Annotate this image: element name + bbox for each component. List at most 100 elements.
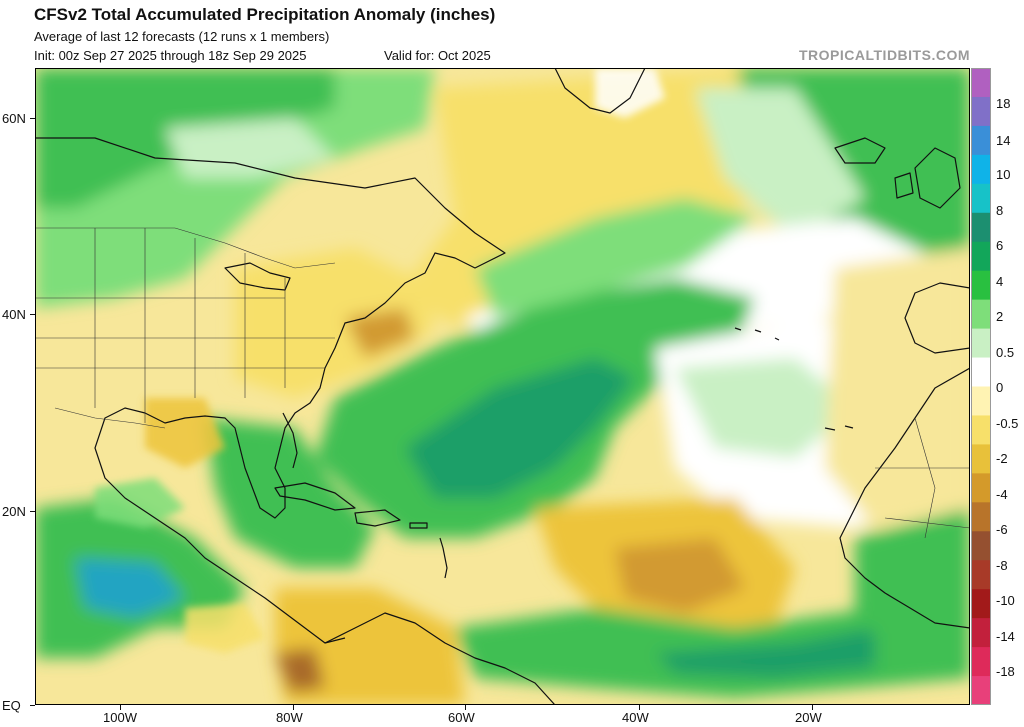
brand-watermark: TROPICALTIDBITS.COM bbox=[798, 47, 970, 63]
coastline-azores bbox=[734, 327, 780, 341]
neutral-area-greenland-sea bbox=[595, 68, 665, 118]
coastline-ireland bbox=[894, 172, 914, 199]
legend-swatch bbox=[971, 212, 991, 243]
coastline-south-america bbox=[324, 612, 556, 705]
coastline-puerto-rico bbox=[409, 522, 428, 529]
legend-swatch bbox=[971, 241, 991, 272]
lon-label-100w: 100W bbox=[103, 710, 137, 725]
coastline-lesser-antilles bbox=[439, 537, 448, 579]
dry-area-sahara bbox=[825, 248, 970, 528]
drier-core-us-east bbox=[345, 308, 415, 358]
legend-swatch bbox=[971, 183, 991, 214]
coastline-florida bbox=[282, 412, 298, 469]
legend-swatch bbox=[971, 357, 991, 387]
coastline-greenland bbox=[554, 68, 646, 114]
legend-swatch bbox=[971, 502, 991, 532]
border-us-mexico bbox=[54, 407, 166, 429]
neutral-band-north bbox=[695, 88, 865, 238]
dry-area-northern-south-america bbox=[275, 588, 465, 705]
lat-label-eq: EQ bbox=[2, 698, 21, 713]
legend-colorbar bbox=[971, 68, 991, 705]
border-africa-countries bbox=[875, 417, 970, 539]
drier-core-subtropical-atlantic bbox=[615, 538, 745, 613]
map-frame bbox=[35, 68, 970, 705]
legend-label: -18 bbox=[996, 664, 1015, 679]
legend-swatch bbox=[971, 618, 991, 648]
border-us-canada bbox=[35, 227, 336, 269]
coastline-great-lakes bbox=[224, 262, 291, 291]
lon-label-20w: 20W bbox=[795, 710, 822, 725]
lat-tick bbox=[30, 511, 35, 512]
driest-core-colombia bbox=[275, 648, 325, 693]
legend-swatch bbox=[971, 473, 991, 503]
wetter-core-central-atlantic bbox=[405, 358, 635, 498]
legend-label: 14 bbox=[996, 133, 1011, 148]
legend-swatch bbox=[971, 676, 991, 705]
wet-area-gulf-caribbean bbox=[205, 418, 375, 568]
legend-swatch bbox=[971, 560, 991, 590]
legend-label: -6 bbox=[996, 522, 1008, 537]
legend-label: -14 bbox=[996, 629, 1015, 644]
wettest-area-east-pacific bbox=[75, 558, 185, 618]
legend-swatch bbox=[971, 270, 991, 301]
lon-label-40w: 40W bbox=[622, 710, 649, 725]
legend-swatch bbox=[971, 386, 991, 416]
lat-tick bbox=[30, 314, 35, 315]
legend-label: -10 bbox=[996, 593, 1015, 608]
legend-label: 10 bbox=[996, 167, 1011, 182]
map-subtitle: Average of last 12 forecasts (12 runs x … bbox=[34, 29, 330, 44]
legend-swatch bbox=[971, 328, 991, 359]
legend-swatch bbox=[971, 415, 991, 445]
lat-label-40n: 40N bbox=[2, 307, 26, 322]
legend-swatch bbox=[971, 647, 991, 677]
political-borders bbox=[35, 227, 970, 539]
legend-swatch bbox=[971, 96, 991, 127]
map-title: CFSv2 Total Accumulated Precipitation An… bbox=[34, 5, 496, 24]
init-time: Init: 00z Sep 27 2025 through 18z Sep 29… bbox=[34, 48, 307, 63]
coastline-canary-islands bbox=[824, 425, 854, 431]
coastline-iceland bbox=[834, 137, 886, 164]
lat-label-20n: 20N bbox=[2, 504, 26, 519]
coastline-iberia bbox=[904, 282, 970, 354]
legend-label: 18 bbox=[996, 96, 1011, 111]
legend-label: 6 bbox=[996, 238, 1004, 253]
border-us-states-grid bbox=[35, 228, 335, 423]
legend-label: -0.5 bbox=[996, 416, 1019, 431]
wetter-core-itcz bbox=[655, 628, 875, 678]
legend-label: 8 bbox=[996, 203, 1004, 218]
legend-swatch bbox=[971, 299, 991, 330]
coastlines bbox=[35, 68, 970, 705]
legend-label: 2 bbox=[996, 309, 1004, 324]
lon-tick bbox=[812, 705, 813, 710]
legend-label: 0 bbox=[996, 380, 1004, 395]
legend-swatch bbox=[971, 531, 991, 561]
legend-swatch bbox=[971, 68, 991, 98]
lat-tick bbox=[30, 705, 35, 706]
lon-label-80w: 80W bbox=[276, 710, 303, 725]
valid-time: Valid for: Oct 2025 bbox=[384, 48, 491, 63]
dry-area-central-america bbox=[185, 603, 265, 653]
legend-label: 0.5 bbox=[996, 345, 1015, 360]
legend-label: -2 bbox=[996, 451, 1008, 466]
legend-label: 4 bbox=[996, 274, 1004, 289]
coastline-british-isles bbox=[914, 147, 961, 209]
legend-label: -8 bbox=[996, 558, 1008, 573]
lat-label-60n: 60N bbox=[2, 111, 26, 126]
coastline-hispaniola bbox=[354, 509, 401, 527]
legend-swatch bbox=[971, 154, 991, 185]
lon-tick bbox=[120, 705, 121, 710]
legend-swatch bbox=[971, 444, 991, 474]
precipitation-anomaly-map bbox=[35, 68, 970, 705]
lon-tick bbox=[293, 705, 294, 710]
lon-tick bbox=[465, 705, 466, 710]
lon-tick bbox=[639, 705, 640, 710]
legend-swatch bbox=[971, 125, 991, 156]
coastline-africa-west bbox=[839, 367, 970, 629]
legend-swatch bbox=[971, 589, 991, 619]
coastline-cuba bbox=[274, 482, 356, 511]
neutral-area-canada bbox=[165, 118, 335, 178]
lat-tick bbox=[30, 118, 35, 119]
coastline-north-america-east bbox=[35, 137, 506, 644]
legend-label: -4 bbox=[996, 487, 1008, 502]
wet-spur-north-atlantic bbox=[475, 198, 755, 318]
